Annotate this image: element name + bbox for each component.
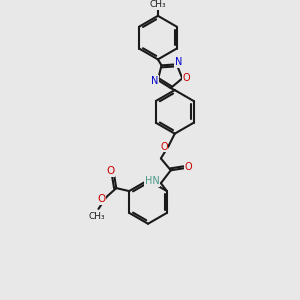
- Text: O: O: [106, 166, 115, 176]
- Text: HN: HN: [145, 176, 159, 186]
- Text: O: O: [97, 194, 106, 204]
- Text: CH₃: CH₃: [150, 0, 166, 9]
- Text: N: N: [175, 57, 182, 67]
- Text: CH₃: CH₃: [88, 212, 105, 221]
- Text: O: O: [185, 162, 192, 172]
- Text: N: N: [151, 76, 159, 86]
- Text: O: O: [160, 142, 168, 152]
- Text: O: O: [182, 74, 190, 83]
